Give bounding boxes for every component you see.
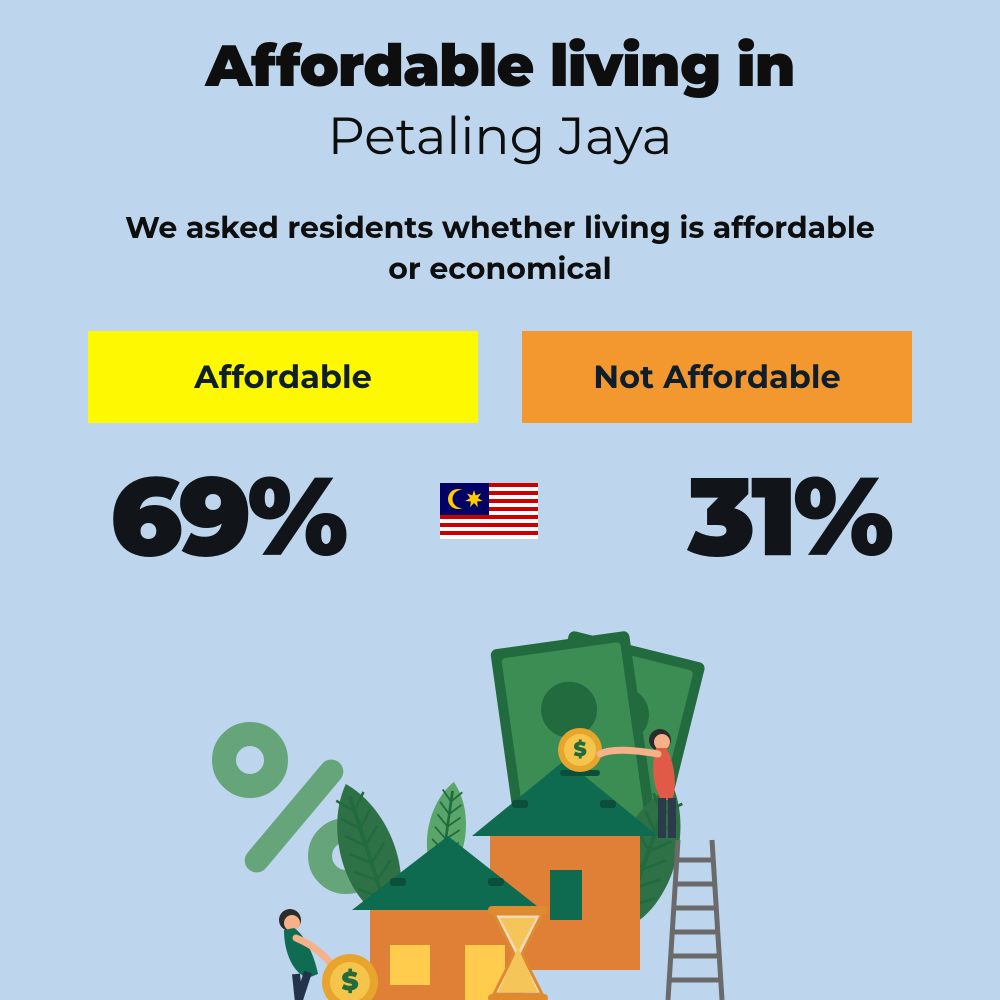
option-affordable-label: Affordable xyxy=(194,358,372,397)
svg-text:$: $ xyxy=(341,965,358,997)
option-bars: Affordable Not Affordable xyxy=(0,331,1000,423)
title-line2: Petaling Jaya xyxy=(0,105,1000,168)
title-block: Affordable living in Petaling Jaya xyxy=(0,0,1000,168)
option-not-affordable: Not Affordable xyxy=(522,331,912,423)
title-line1: Affordable living in xyxy=(0,30,1000,101)
percent-row: 69% 31% xyxy=(0,449,1000,589)
svg-text:$: $ xyxy=(573,738,586,762)
option-not-affordable-label: Not Affordable xyxy=(593,358,840,397)
percent-not-affordable: 31% xyxy=(688,449,890,583)
subtitle: We asked residents whether living is aff… xyxy=(120,208,880,289)
percent-affordable: 69% xyxy=(110,449,344,583)
infographic-canvas: Affordable living in Petaling Jaya We as… xyxy=(0,0,1000,1000)
savings-house-illustration: $ $ xyxy=(190,620,810,1000)
malaysia-flag-icon xyxy=(440,483,538,539)
option-affordable: Affordable xyxy=(88,331,478,423)
